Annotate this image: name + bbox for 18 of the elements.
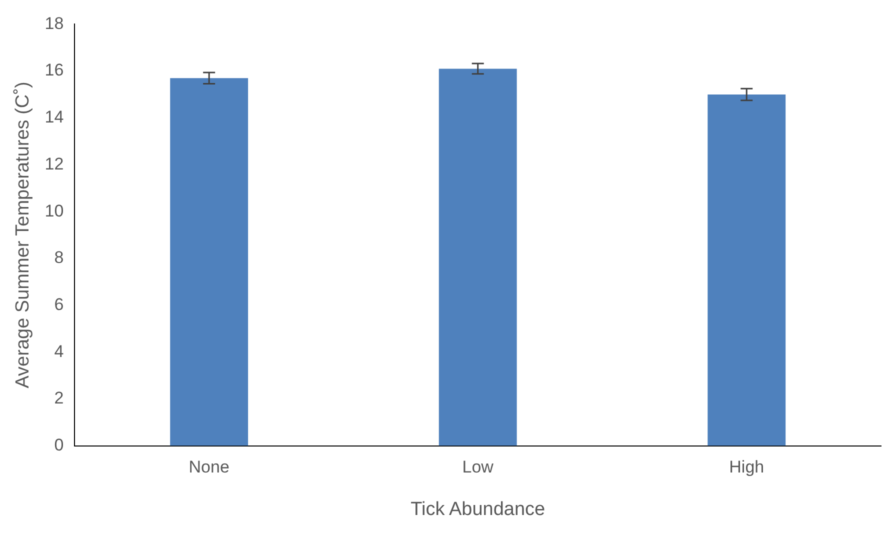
y-tick-label: 18 bbox=[44, 14, 64, 33]
y-tick-label: 8 bbox=[54, 248, 64, 268]
bar bbox=[170, 78, 248, 446]
y-tick-label: 14 bbox=[44, 108, 64, 127]
y-tick-label: 10 bbox=[44, 201, 64, 220]
x-tick-label: Low bbox=[462, 458, 494, 477]
x-tick-label: None bbox=[188, 458, 230, 477]
y-axis-title: Average Summer Temperatures (C˚) bbox=[12, 82, 34, 388]
y-tick-label: 2 bbox=[54, 388, 64, 408]
y-tick-label: 16 bbox=[44, 60, 64, 80]
bar bbox=[708, 94, 786, 446]
y-tick-label: 6 bbox=[54, 294, 64, 314]
y-tick-label: 4 bbox=[54, 342, 64, 361]
x-axis-title: Tick Abundance bbox=[410, 498, 546, 520]
y-tick-label: 12 bbox=[44, 154, 64, 174]
y-tick-label: 0 bbox=[54, 435, 64, 454]
x-tick-label: High bbox=[729, 458, 764, 477]
bar bbox=[438, 68, 517, 446]
